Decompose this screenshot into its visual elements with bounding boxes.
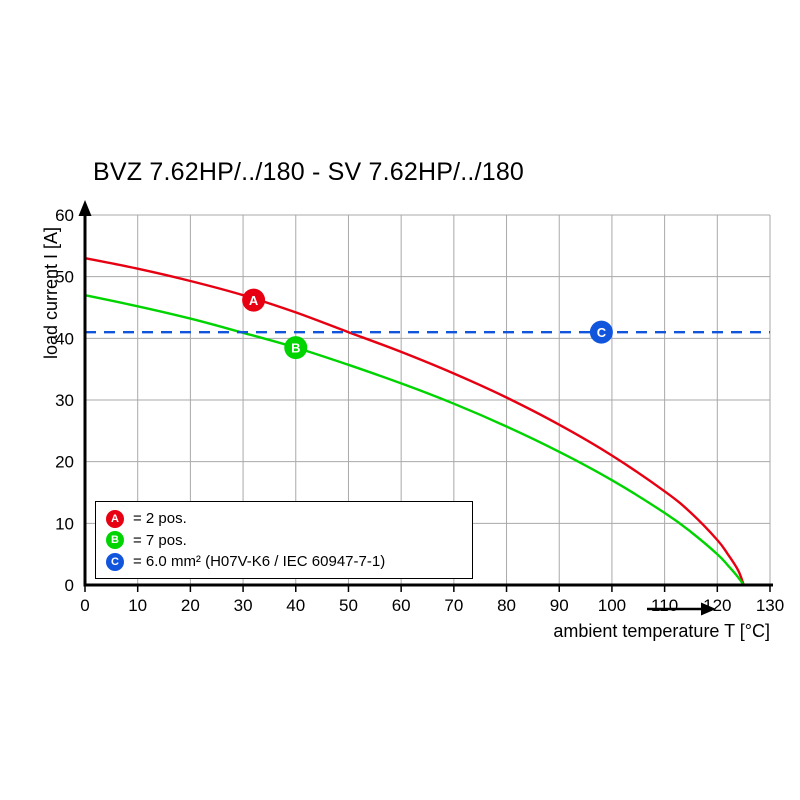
series-A-curve xyxy=(84,257,745,586)
x-tick-label: 130 xyxy=(756,596,784,615)
x-tick-label: 30 xyxy=(234,596,253,615)
marker-A-letter: A xyxy=(249,293,259,308)
legend-label-7pos: = 7 pos. xyxy=(133,531,187,549)
marker-B: B xyxy=(284,336,308,360)
legend: A = 2 pos. B = 7 pos. C = 6.0 mm² (H07V-… xyxy=(95,501,473,579)
y-tick-label: 60 xyxy=(55,206,74,225)
y-tick-label: 30 xyxy=(55,391,74,410)
y-axis-label: load current I [A] xyxy=(41,227,61,359)
x-tick-label: 90 xyxy=(550,596,569,615)
x-tick-label: 20 xyxy=(181,596,200,615)
y-tick-label: 40 xyxy=(55,329,74,348)
legend-item-wire: C = 6.0 mm² (H07V-K6 / IEC 60947-7-1) xyxy=(106,552,462,571)
legend-badge-b-icon: B xyxy=(106,531,124,549)
x-tick-label: 100 xyxy=(598,596,626,615)
marker-C-letter: C xyxy=(597,325,607,340)
legend-badge-a-icon: A xyxy=(106,509,124,528)
legend-item-7pos: B = 7 pos. xyxy=(106,531,462,549)
x-axis-label: ambient temperature T [°C] xyxy=(553,621,770,641)
marker-B-circle-icon xyxy=(284,336,308,360)
legend-label-2pos: = 2 pos. xyxy=(133,510,187,527)
legend-badge-c-icon: C xyxy=(106,552,124,571)
y-tick-label: 20 xyxy=(55,453,74,472)
x-tick-label: 40 xyxy=(286,596,305,615)
marker-B-letter: B xyxy=(291,340,300,355)
y-tick-label: 50 xyxy=(55,268,74,287)
x-tick-label: 80 xyxy=(497,596,516,615)
legend-item-2pos: A = 2 pos. xyxy=(106,509,462,528)
marker-A-circle-icon xyxy=(242,288,266,312)
x-tick-label: 70 xyxy=(444,596,463,615)
chart-title: BVZ 7.62HP/../180 - SV 7.62HP/../180 xyxy=(93,158,525,186)
x-tick-label: 0 xyxy=(80,596,89,615)
x-direction-arrow-icon xyxy=(701,602,716,616)
legend-label-wire: = 6.0 mm² (H07V-K6 / IEC 60947-7-1) xyxy=(133,553,386,570)
marker-C: C xyxy=(589,320,613,344)
x-tick-label: 50 xyxy=(339,596,358,615)
marker-A: A xyxy=(242,288,266,312)
marker-C-circle-icon xyxy=(589,320,613,344)
y-axis-arrow-icon xyxy=(78,200,92,216)
series-B-curve xyxy=(84,294,745,586)
x-tick-label: 110 xyxy=(651,596,678,615)
x-tick-label: 60 xyxy=(392,596,411,615)
x-tick-label: 10 xyxy=(128,596,147,615)
y-tick-label: 10 xyxy=(55,514,74,533)
y-tick-label: 0 xyxy=(65,576,74,595)
